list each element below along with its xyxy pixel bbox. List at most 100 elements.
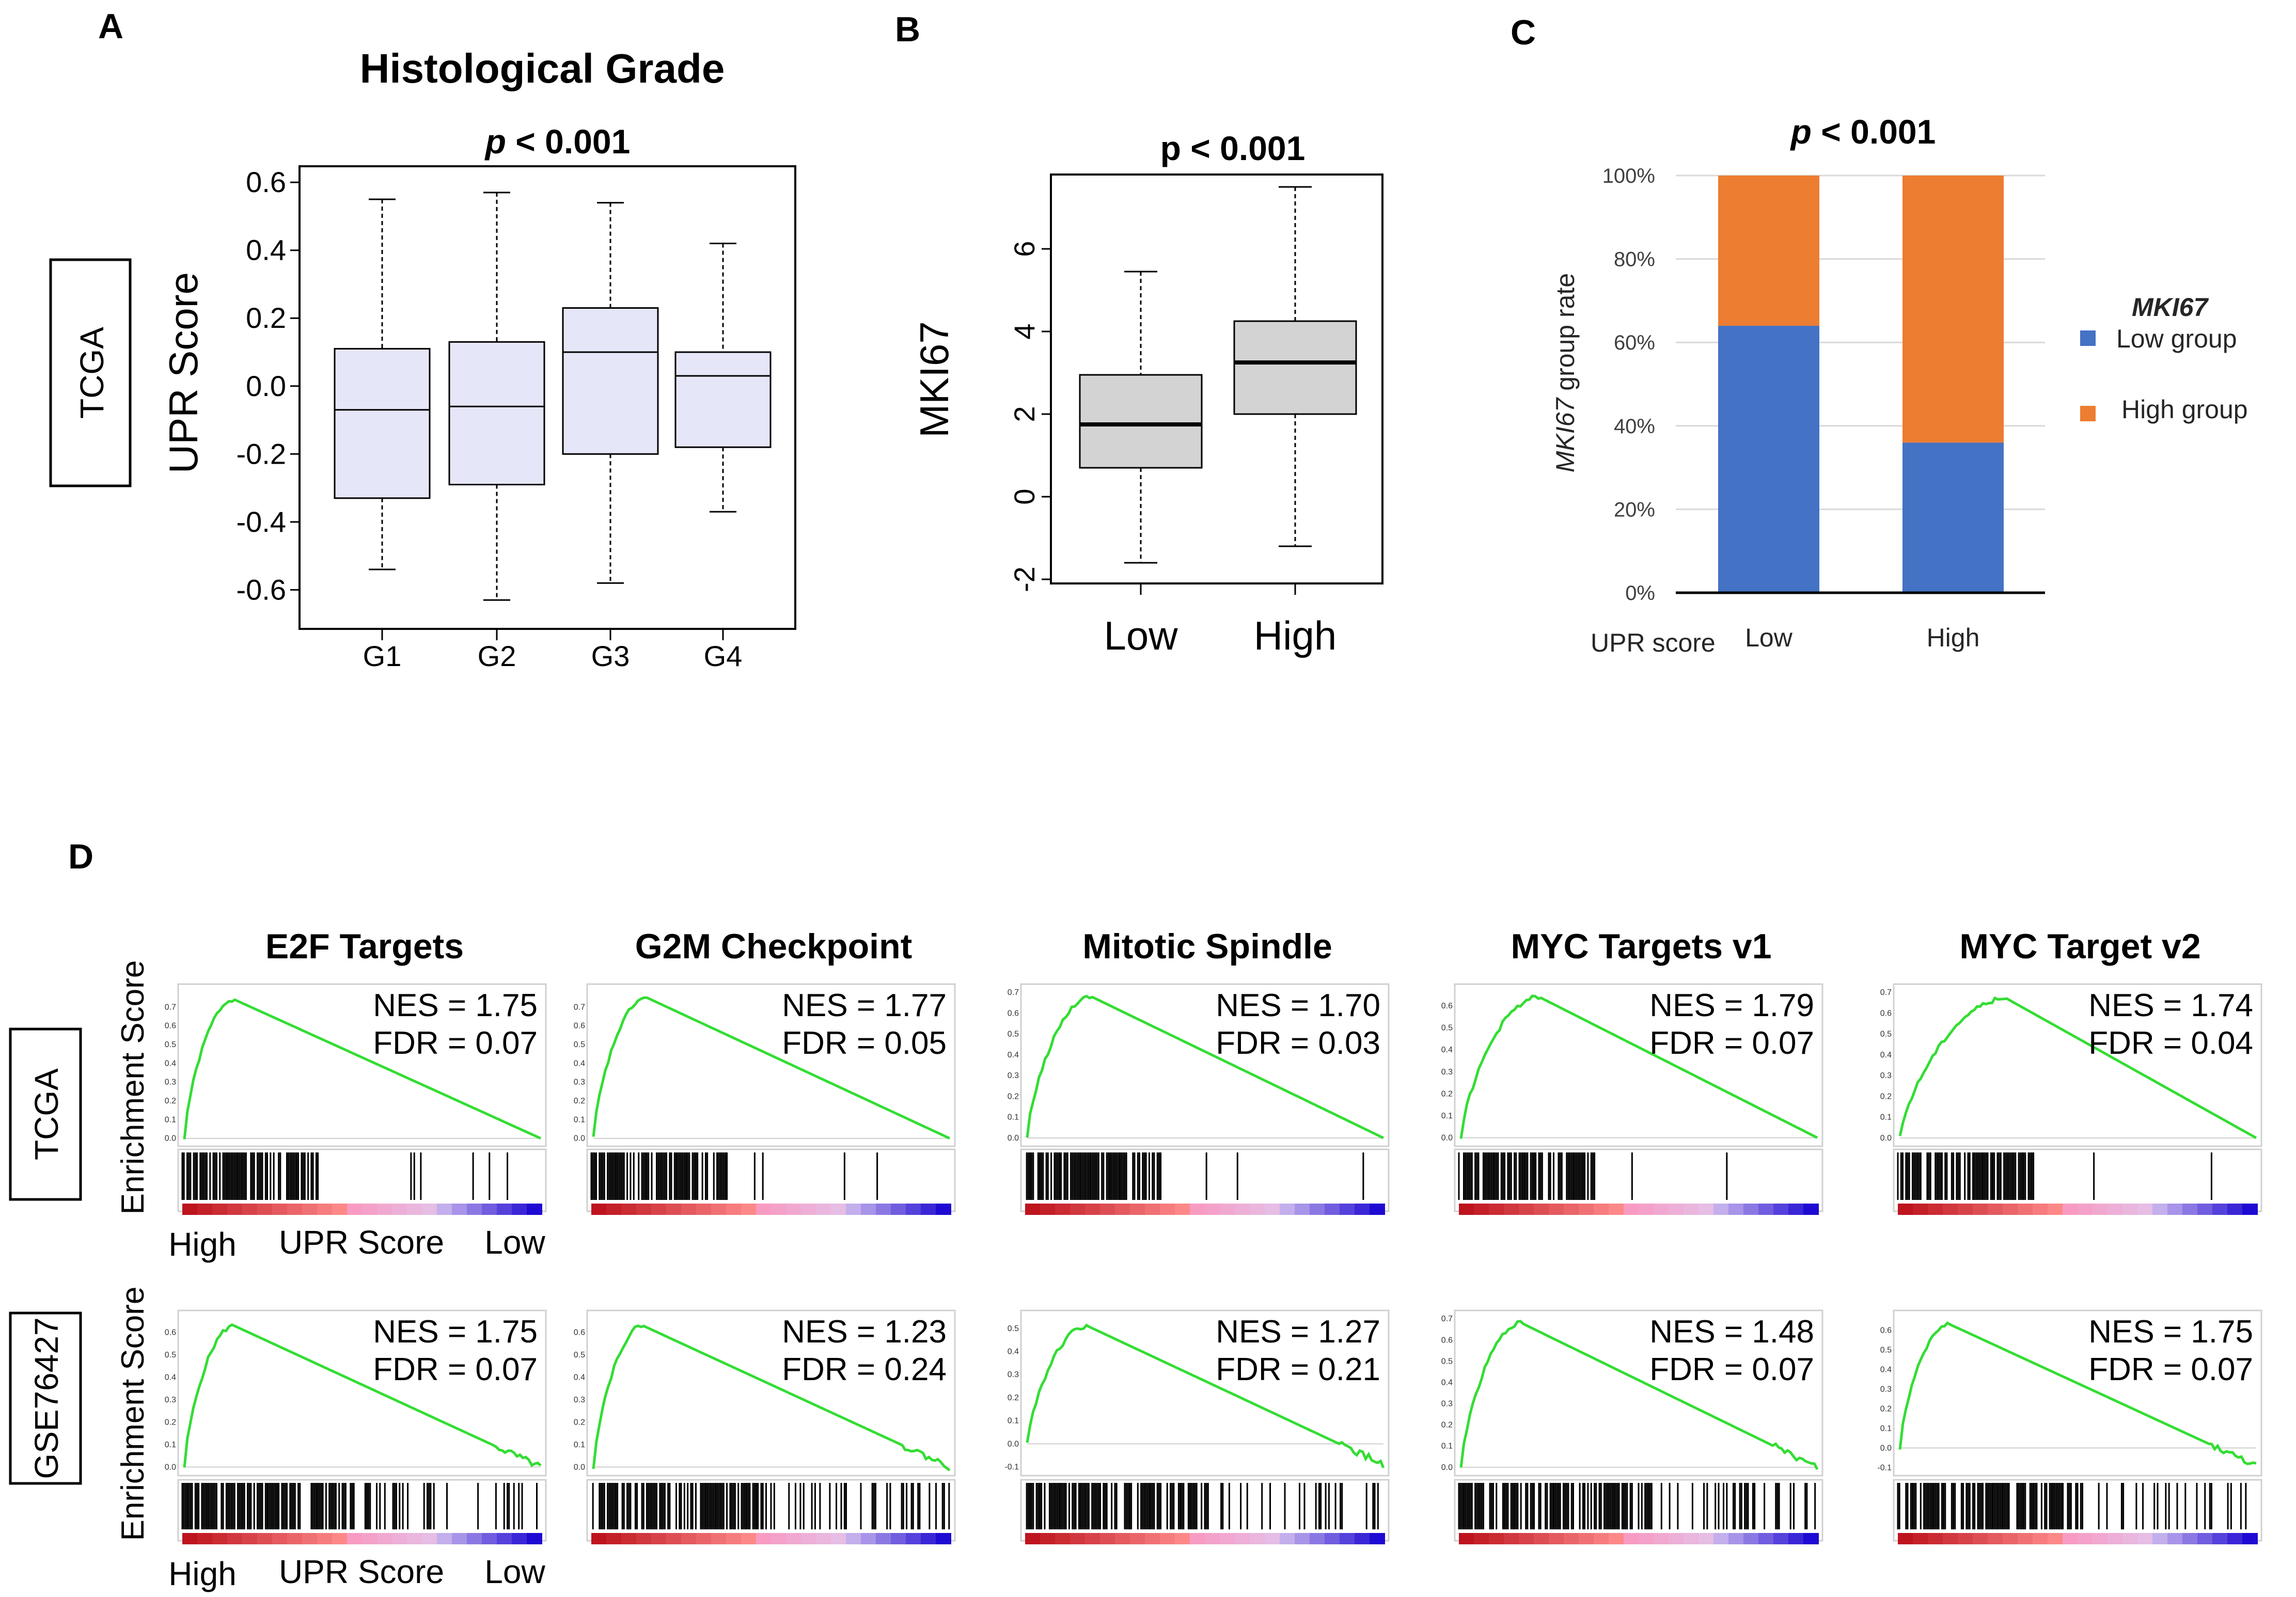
es-tick-label: 0.5 [574, 1351, 585, 1359]
y-tick-label: 40% [1614, 415, 1655, 438]
rank-heat-cell [407, 1204, 422, 1215]
rank-heat-cell [726, 1204, 742, 1215]
rank-heat-cell [1504, 1204, 1519, 1215]
rank-heat-cell [801, 1204, 816, 1215]
y-tick-label: 80% [1614, 248, 1655, 271]
rank-heat-cell [2033, 1204, 2048, 1215]
rank-label-upr-score: UPR Score [279, 1224, 444, 1261]
nes-label: NES = 1.70 [1216, 988, 1380, 1023]
rank-heat-cell [1190, 1204, 1205, 1215]
rank-heat-cell [771, 1533, 787, 1544]
y-tick-label: 0% [1625, 582, 1655, 605]
es-tick-label: 0.1 [1008, 1417, 1019, 1426]
panel-a-letter: A [98, 7, 123, 46]
rank-heat-cell [1025, 1204, 1041, 1215]
rank-heat-cell [1489, 1533, 1504, 1544]
rank-heat-cell [906, 1533, 921, 1544]
rank-heat-cell [1743, 1204, 1759, 1215]
rank-heat-cell [1758, 1533, 1774, 1544]
rank-heat-cell [1160, 1533, 1175, 1544]
rank-label-upr-score: UPR Score [279, 1553, 444, 1590]
rank-heat-cell [606, 1204, 622, 1215]
rank-heat-cell [1534, 1533, 1549, 1544]
panel-c-legend-title: MKI67 [2132, 293, 2209, 322]
rank-heat-cell [1913, 1533, 1928, 1544]
rank-heat-cell [2197, 1533, 2213, 1544]
x-tick-label: High [1927, 623, 1980, 652]
es-tick-label: 0.2 [574, 1097, 585, 1105]
fdr-label: FDR = 0.04 [2088, 1025, 2253, 1061]
row-tag-box [9, 1311, 82, 1485]
x-tick-label: G3 [591, 640, 630, 672]
rank-heat-cell [1340, 1204, 1355, 1215]
es-tick-label: 0.0 [1441, 1133, 1453, 1142]
rank-heat-cell [921, 1533, 936, 1544]
rank-heat-cell [407, 1533, 422, 1544]
rank-heat-cell [2108, 1533, 2123, 1544]
rank-heat-cell [1310, 1204, 1325, 1215]
rank-heat-cell [2152, 1533, 2168, 1544]
rank-heat-cell [362, 1204, 378, 1215]
y-tick-label: 60% [1614, 331, 1655, 354]
rank-heat-cell [242, 1204, 258, 1215]
rank-heat-cell [1773, 1533, 1789, 1544]
rank-heat-cell [1534, 1204, 1549, 1215]
rank-heat-cell [2018, 1533, 2033, 1544]
es-frame [586, 983, 956, 1147]
panel-d-gsea-grid: E2F Targets G2M Checkpoint Mitotic Spindle… [9, 927, 2262, 1592]
es-tick-label: 0.6 [165, 1022, 176, 1031]
es-tick-label: 0.0 [1008, 1134, 1019, 1143]
es-frame [1454, 983, 1823, 1147]
enrichment-curve [592, 1324, 951, 1472]
rank-heat-cell [1579, 1204, 1594, 1215]
rank-heat-cell [666, 1533, 682, 1544]
es-tick-label: -0.1 [1877, 1463, 1892, 1472]
rank-heat-cell [876, 1204, 891, 1215]
rank-heat-cell [1280, 1533, 1295, 1544]
es-tick-label: 0.0 [574, 1134, 585, 1143]
es-tick-label: 0.2 [1008, 1092, 1019, 1101]
rank-heat-cell [332, 1533, 348, 1544]
rank-heat-cell [2122, 1533, 2138, 1544]
rank-heat-cell [302, 1533, 318, 1544]
rank-heat-cell [1370, 1204, 1385, 1215]
rank-heat-cell [1624, 1533, 1639, 1544]
rank-heat-cell [756, 1533, 772, 1544]
rank-heat-cell [2033, 1533, 2048, 1544]
es-tick-label: 0.3 [165, 1396, 176, 1404]
rank-heat-cell [1803, 1533, 1819, 1544]
es-tick-label: 0.1 [165, 1441, 176, 1449]
es-tick-label: 0.3 [574, 1396, 585, 1404]
rank-heat-cell [1145, 1533, 1160, 1544]
rank-heat-cell [1713, 1204, 1729, 1215]
rank-heat-cell [1100, 1204, 1115, 1215]
rank-heat-cell [1295, 1204, 1310, 1215]
fdr-label: FDR = 0.21 [1216, 1352, 1380, 1387]
hit-frame [1893, 1148, 2262, 1212]
enrichment-curve [1026, 1323, 1385, 1468]
panel-c-pvalue-p: p [1790, 113, 1812, 151]
rank-heat-cell [482, 1533, 497, 1544]
es-tick-label: 0.7 [1441, 1315, 1453, 1323]
rank-heat-cell [2108, 1204, 2123, 1215]
es-tick-label: 0.3 [1441, 1400, 1453, 1409]
rank-heat-cell [651, 1533, 667, 1544]
panel-a-pvalue-p: p [484, 122, 506, 161]
es-tick-label: 0.4 [1008, 1348, 1019, 1356]
es-tick-label: 0.0 [165, 1463, 176, 1472]
es-tick-label: 0.0 [1880, 1444, 1892, 1452]
panel-b-ylabel: MKI67 [911, 321, 957, 437]
es-tick-label: 0.1 [1880, 1424, 1892, 1433]
rank-heat-cell [2003, 1204, 2018, 1215]
es-tick-label: 0.2 [1441, 1089, 1453, 1098]
rank-heat-cell [2137, 1204, 2153, 1215]
es-frame [1454, 1309, 1823, 1477]
rank-heat-cell [1788, 1204, 1804, 1215]
rank-heat-cell [1549, 1533, 1564, 1544]
rank-heat-cell [2063, 1533, 2078, 1544]
panel-b-x-axis: Low High [1104, 582, 1336, 658]
rank-heat-cell [1958, 1204, 1973, 1215]
rank-heat-cell [2242, 1533, 2258, 1544]
rank-heat-cell [497, 1204, 512, 1215]
rank-heat-cell [681, 1204, 697, 1215]
